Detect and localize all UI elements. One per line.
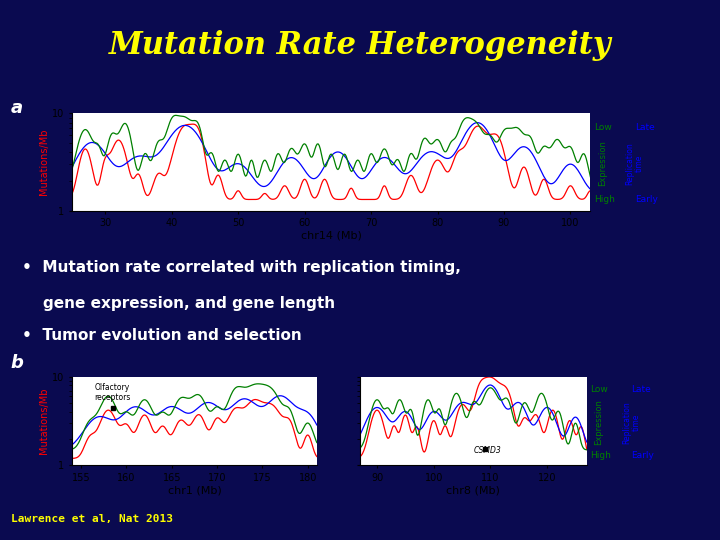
Text: Mutation Rate Heterogeneity: Mutation Rate Heterogeneity: [109, 30, 611, 62]
Text: gene expression, and gene length: gene expression, and gene length: [22, 296, 335, 312]
Text: •  Mutation rate correlated with replication timing,: • Mutation rate correlated with replicat…: [22, 260, 461, 275]
Y-axis label: Mutations/Mb: Mutations/Mb: [40, 129, 50, 195]
Text: Olfactory
receptors: Olfactory receptors: [94, 383, 131, 402]
Text: time: time: [631, 414, 640, 431]
Text: Early: Early: [635, 195, 658, 204]
Text: High: High: [590, 451, 611, 460]
Text: CSMD3: CSMD3: [474, 447, 501, 455]
Text: Replication: Replication: [626, 142, 634, 185]
Text: High: High: [594, 195, 615, 204]
Text: time: time: [635, 154, 644, 172]
Text: Early: Early: [631, 451, 654, 460]
Text: •  Tumor evolution and selection: • Tumor evolution and selection: [22, 328, 302, 343]
Y-axis label: Mutations/Mb: Mutations/Mb: [40, 388, 50, 454]
Text: Lawrence et al, Nat 2013: Lawrence et al, Nat 2013: [11, 514, 173, 524]
X-axis label: chr8 (Mb): chr8 (Mb): [446, 486, 500, 496]
X-axis label: chr1 (Mb): chr1 (Mb): [168, 486, 221, 496]
Text: Replication: Replication: [622, 401, 631, 444]
Text: Low: Low: [590, 385, 608, 394]
Text: b: b: [11, 354, 24, 372]
Text: Late: Late: [635, 123, 654, 132]
Text: Expression: Expression: [598, 140, 607, 186]
Text: Expression: Expression: [595, 400, 603, 446]
Text: Late: Late: [631, 385, 651, 394]
Text: Low: Low: [594, 123, 612, 132]
X-axis label: chr14 (Mb): chr14 (Mb): [301, 231, 361, 241]
Text: a: a: [11, 99, 23, 117]
